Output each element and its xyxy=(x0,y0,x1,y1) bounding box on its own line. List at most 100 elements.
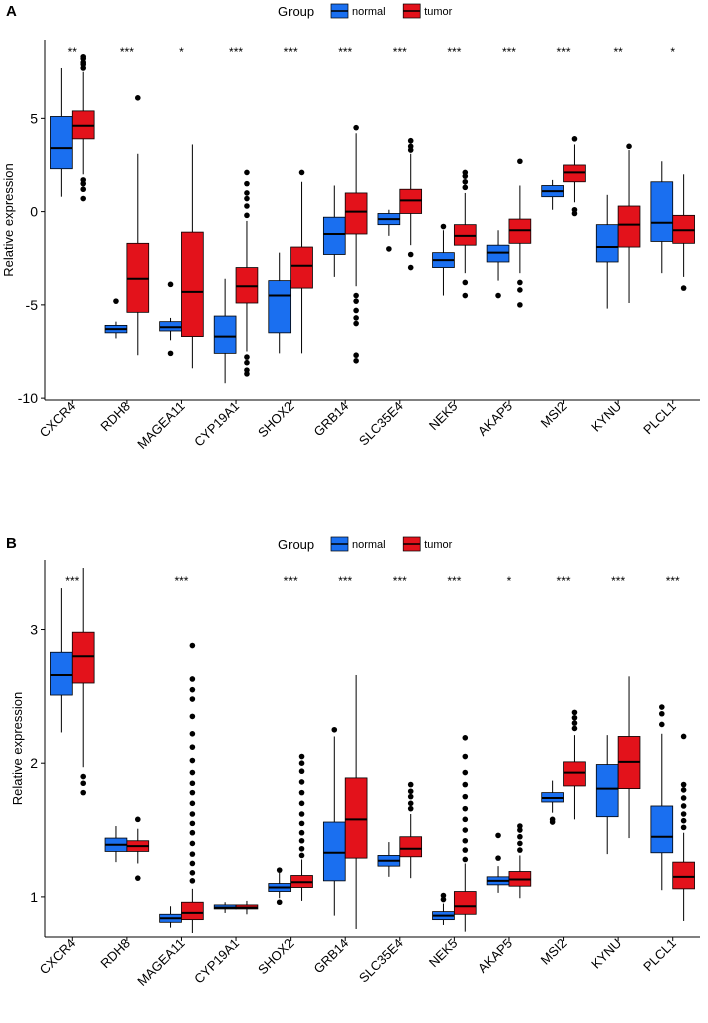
y-tick-label: 3 xyxy=(30,622,38,638)
box-tumor-shox2 xyxy=(290,753,313,901)
legend-label-tumor: tumor xyxy=(424,6,452,18)
outlier-point xyxy=(495,855,501,861)
outlier-point xyxy=(462,847,469,853)
x-tick-label: SHOX2 xyxy=(255,936,297,978)
outlier-point xyxy=(353,315,359,321)
outlier-point xyxy=(353,358,359,364)
outlier-point xyxy=(462,279,469,286)
outlier-point xyxy=(134,875,141,881)
outlier-point xyxy=(244,195,250,202)
outlier-point xyxy=(298,169,305,176)
outlier-point xyxy=(386,246,392,252)
box-normal-grb14 xyxy=(322,726,346,916)
outlier-point xyxy=(571,136,578,142)
x-tick-label: CYP19A1 xyxy=(191,399,242,450)
box-normal-grb14 xyxy=(322,185,346,277)
outlier-point xyxy=(462,184,469,191)
outlier-point xyxy=(462,781,469,788)
outlier-point xyxy=(462,827,469,833)
box-tumor-msi2 xyxy=(563,136,586,217)
box-tumor-plcl1 xyxy=(672,174,695,291)
outlier-point xyxy=(462,805,469,812)
outlier-point xyxy=(517,847,523,853)
box-body xyxy=(71,631,95,684)
outlier-point xyxy=(462,735,469,741)
box-normal-magea11 xyxy=(159,906,182,928)
x-tick-label: GRB14 xyxy=(311,936,352,977)
outlier-point xyxy=(298,800,305,807)
y-tick-label: 2 xyxy=(30,755,38,771)
outlier-point xyxy=(298,820,305,827)
outlier-point xyxy=(113,298,119,304)
outlier-point xyxy=(517,840,523,847)
x-tick-label: NEK5 xyxy=(426,936,461,971)
outlier-point xyxy=(658,704,665,710)
outlier-point xyxy=(80,195,87,202)
outlier-point xyxy=(658,721,665,728)
x-tick-label: AKAP5 xyxy=(475,399,515,439)
box-normal-rdh8 xyxy=(104,826,128,863)
significance-label: *** xyxy=(284,574,298,588)
y-tick-label: 0 xyxy=(30,204,38,220)
box-normal-shox2 xyxy=(268,867,292,906)
x-tick-label: MSI2 xyxy=(538,936,570,968)
box-normal-cyp19a1 xyxy=(213,902,237,913)
box-body xyxy=(213,315,237,354)
legend-label-tumor: tumor xyxy=(424,539,452,551)
x-tick-label: SHOX2 xyxy=(255,399,297,441)
box-body xyxy=(290,246,313,289)
box-normal-plcl1 xyxy=(650,704,674,891)
y-tick-label: 5 xyxy=(30,110,38,126)
outlier-point xyxy=(353,298,359,304)
legend-key-normal: normal xyxy=(330,3,386,19)
x-tick-label: MAGEA11 xyxy=(134,399,187,452)
significance-label: ** xyxy=(68,45,78,59)
box-body xyxy=(453,891,477,915)
box-body xyxy=(181,901,204,921)
box-tumor-slc35e4 xyxy=(399,781,423,879)
outlier-point xyxy=(680,824,687,831)
box-tumor-magea11 xyxy=(181,642,204,933)
outlier-point xyxy=(517,158,523,165)
box-normal-kynu xyxy=(595,194,619,309)
outlier-point xyxy=(298,753,305,760)
outlier-point xyxy=(626,143,632,150)
outlier-point xyxy=(298,845,305,852)
significance-label: *** xyxy=(229,45,243,59)
outlier-point xyxy=(189,811,196,817)
box-body xyxy=(50,651,73,696)
outlier-point xyxy=(167,281,174,288)
box-tumor-cxcr4 xyxy=(71,53,95,202)
outlier-point xyxy=(407,781,414,788)
outlier-point xyxy=(440,896,447,903)
outlier-point xyxy=(189,642,196,649)
outlier-point xyxy=(680,817,687,824)
outlier-point xyxy=(571,709,578,716)
outlier-point xyxy=(331,726,338,733)
outlier-point xyxy=(244,203,250,209)
significance-label: *** xyxy=(284,45,298,59)
significance-label: *** xyxy=(393,574,407,588)
box-tumor-cxcr4 xyxy=(71,568,95,796)
outlier-point xyxy=(462,292,469,299)
outlier-point xyxy=(189,851,196,857)
outlier-point xyxy=(407,143,414,150)
box-body xyxy=(563,761,586,787)
outlier-point xyxy=(80,180,87,187)
box-normal-shox2 xyxy=(268,252,292,354)
legend-title: Group xyxy=(278,4,314,19)
significance-label: * xyxy=(179,45,184,59)
outlier-point xyxy=(244,180,250,187)
outlier-point xyxy=(680,781,687,788)
box-body xyxy=(344,192,368,235)
x-tick-label: CXCR4 xyxy=(37,399,79,441)
x-tick-label: SLC35E4 xyxy=(356,936,406,986)
significance-label: * xyxy=(507,574,512,588)
outlier-point xyxy=(440,223,447,230)
y-tick-label: -10 xyxy=(18,390,38,406)
outlier-point xyxy=(407,788,414,795)
outlier-point xyxy=(462,753,469,760)
outlier-point xyxy=(517,279,523,286)
outlier-point xyxy=(189,840,196,847)
y-axis-label: Relative expression xyxy=(1,163,16,276)
